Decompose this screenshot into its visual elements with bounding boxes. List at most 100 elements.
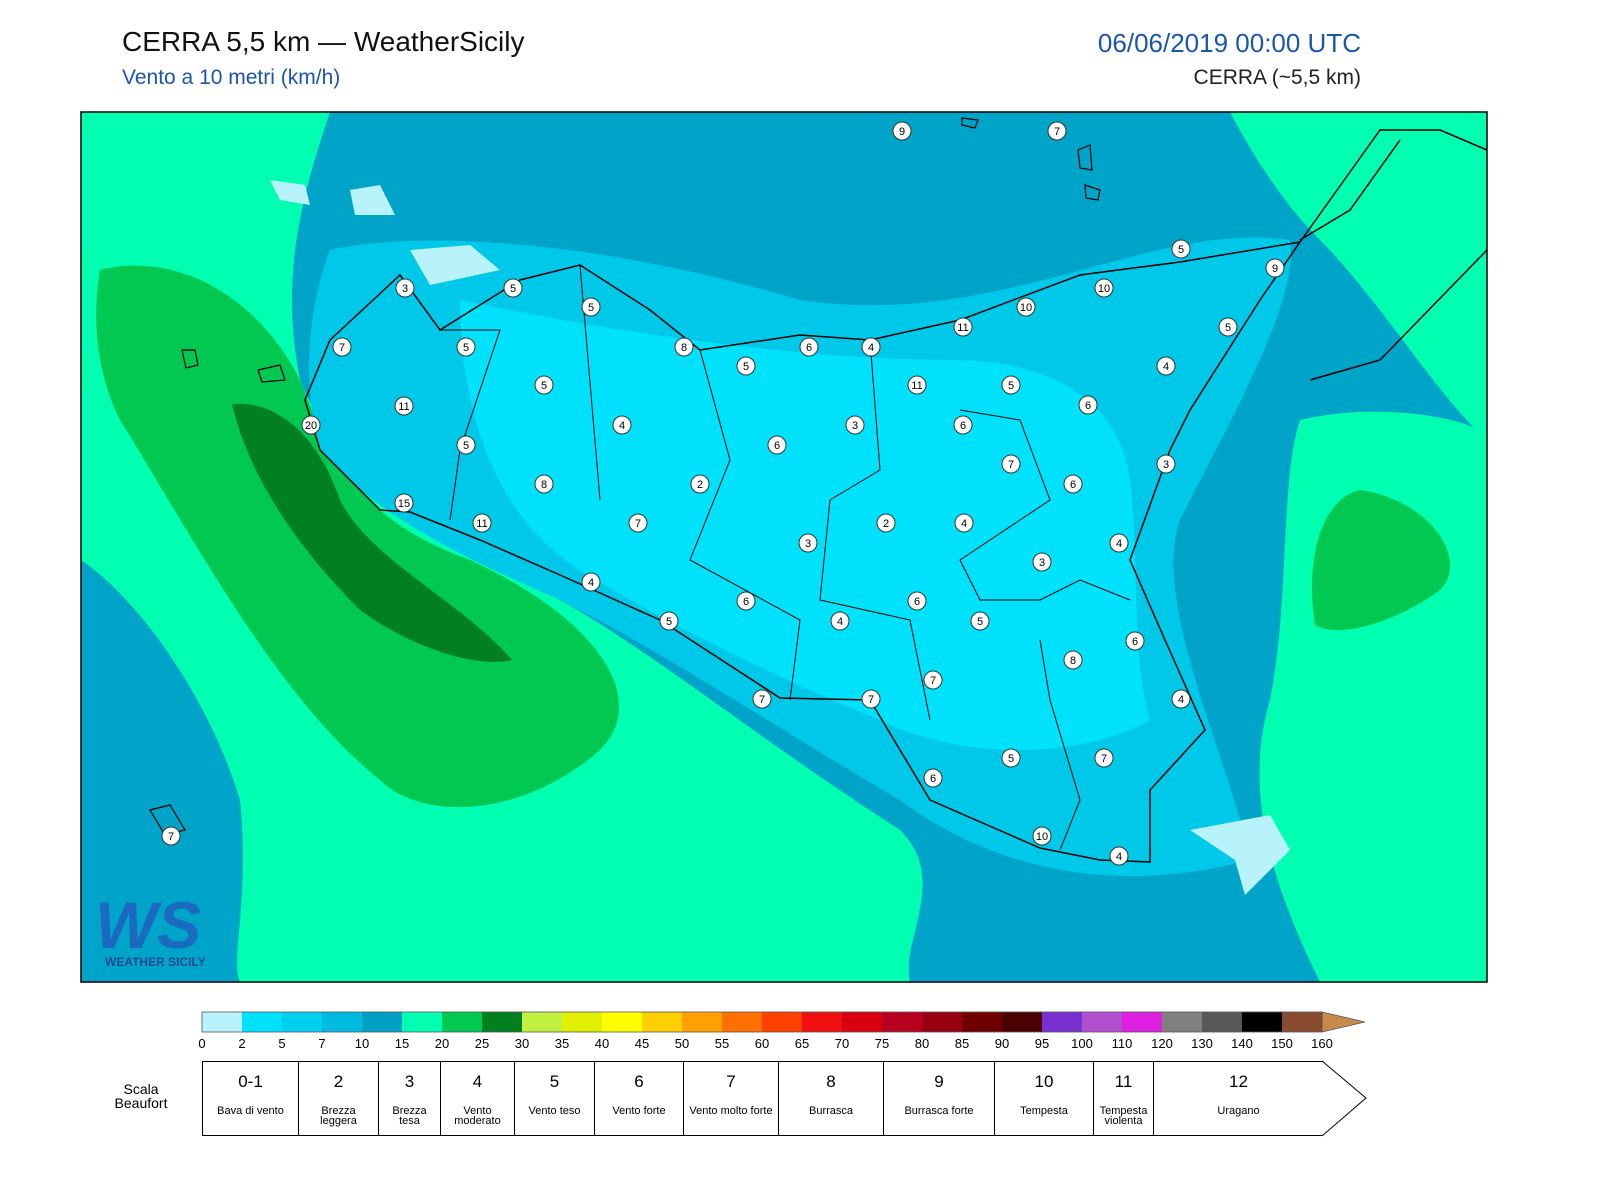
color-bin — [1162, 1012, 1202, 1032]
colorbar-tick-label: 100 — [1071, 1036, 1093, 1051]
colorbar-tick-label: 35 — [555, 1036, 569, 1051]
color-bin — [1202, 1012, 1242, 1032]
station-marker — [907, 591, 927, 611]
colorbar-tick-label: 0 — [198, 1036, 205, 1051]
beaufort-label: Uragano — [1217, 1105, 1260, 1117]
color-bin — [562, 1012, 602, 1032]
station-marker — [1078, 395, 1098, 415]
map-frame — [80, 111, 1488, 983]
beaufort-label: Burrasca forte — [904, 1105, 974, 1117]
station-value: 4 — [1163, 361, 1169, 373]
station-marker — [456, 337, 476, 357]
beaufort-force: 5 — [549, 1072, 560, 1091]
station-value: 10 — [1036, 831, 1048, 843]
station-value: 5 — [510, 283, 516, 295]
station-value: 9 — [899, 126, 905, 138]
station-marker — [394, 396, 414, 416]
station-marker — [674, 337, 694, 357]
station-value: 11 — [957, 322, 968, 334]
station-value: 5 — [1178, 244, 1184, 256]
color-bin — [1242, 1012, 1282, 1032]
station-marker — [923, 670, 943, 690]
logo-mark: WS — [95, 888, 201, 962]
beaufort-label: Vento moderato — [454, 1105, 501, 1127]
beaufort-title: Scala Beaufort — [114, 1081, 168, 1111]
sicily-coast — [304, 240, 1302, 863]
colorbar-tick-label: 70 — [835, 1036, 849, 1051]
station-marker — [1094, 748, 1114, 768]
beaufort-cell: 12 Uragano — [1153, 1061, 1323, 1136]
stations: 9 7 5 9 3 5 5 10 10 11 5 7 5 8 6 4 5 4 5 11 5 11 6 20 4 3 6 5 6 3 7 8 2 6… — [161, 121, 1285, 866]
station-value: 4 — [961, 518, 967, 530]
station-marker — [394, 493, 414, 513]
beaufort-label: Tempesta — [1020, 1105, 1068, 1117]
station-value: 5 — [463, 342, 469, 354]
beaufort-cell: 7 Vento molto forte — [683, 1061, 779, 1136]
station-value: 5 — [666, 616, 672, 628]
station-marker — [1109, 533, 1129, 553]
contour — [81, 560, 243, 982]
colorbar-tick-label: 5 — [278, 1036, 285, 1051]
color-bin — [242, 1012, 282, 1032]
station-marker — [581, 297, 601, 317]
color-bin — [682, 1012, 722, 1032]
color-bin — [482, 1012, 522, 1032]
subtitle: Vento a 10 metri (km/h) — [122, 66, 341, 89]
station-marker — [1218, 317, 1238, 337]
station-marker — [861, 337, 881, 357]
calabria-coast — [1299, 129, 1488, 381]
station-marker — [581, 572, 601, 592]
color-bin — [1282, 1012, 1322, 1032]
station-value: 3 — [805, 538, 811, 550]
contour — [81, 112, 923, 982]
station-marker — [1016, 297, 1036, 317]
station-value: 5 — [743, 361, 749, 373]
beaufort-label: Vento forte — [612, 1105, 666, 1117]
station-marker — [301, 415, 321, 435]
title: CERRA 5,5 km — WeatherSicily — [122, 26, 525, 57]
station-value: 11 — [398, 401, 409, 413]
beaufort-cell: 2 Brezza leggera — [298, 1061, 379, 1136]
station-marker — [690, 474, 710, 494]
station-value: 8 — [541, 479, 547, 491]
colorbar-tick-label: 55 — [715, 1036, 729, 1051]
station-value: 10 — [1020, 302, 1032, 314]
station-marker — [1265, 258, 1285, 278]
station-marker — [1001, 375, 1021, 395]
station-marker — [1109, 846, 1129, 866]
station-value: 6 — [914, 596, 920, 608]
station-value: 9 — [1272, 263, 1278, 275]
color-bin — [202, 1012, 242, 1032]
beaufort-label: Bava di vento — [217, 1105, 284, 1117]
station-marker — [503, 278, 523, 298]
colorbar-tick-label: 85 — [955, 1036, 969, 1051]
date: 06/06/2019 00:00 UTC — [1097, 28, 1361, 58]
color-bin — [882, 1012, 922, 1032]
station-marker — [332, 337, 352, 357]
station-marker — [1156, 454, 1176, 474]
station-marker — [1001, 748, 1021, 768]
colorbar-tick-label: 30 — [515, 1036, 529, 1051]
station-value: 6 — [1070, 479, 1076, 491]
contour — [1312, 490, 1451, 631]
station-value: 7 — [635, 518, 641, 530]
station-value: 5 — [541, 380, 547, 392]
beaufort-cell: 10 Tempesta — [994, 1061, 1094, 1136]
beaufort-label: Vento teso — [528, 1105, 581, 1117]
station-marker — [395, 278, 415, 298]
beaufort-label: Brezza leggera — [320, 1105, 357, 1127]
station-value: 7 — [759, 694, 765, 706]
colorbar-frame — [201, 1011, 1323, 1033]
station-marker — [907, 375, 927, 395]
station-value: 6 — [1085, 400, 1091, 412]
station-marker — [1156, 356, 1176, 376]
beaufort-cell: 6 Vento forte — [594, 1061, 684, 1136]
color-bin — [1122, 1012, 1162, 1032]
colorbar-tick-label: 110 — [1112, 1036, 1133, 1051]
logo-text: WEATHER SICILY — [105, 955, 206, 969]
station-value: 4 — [868, 342, 874, 354]
model: CERRA (~5,5 km) — [1193, 66, 1361, 89]
station-marker — [798, 533, 818, 553]
